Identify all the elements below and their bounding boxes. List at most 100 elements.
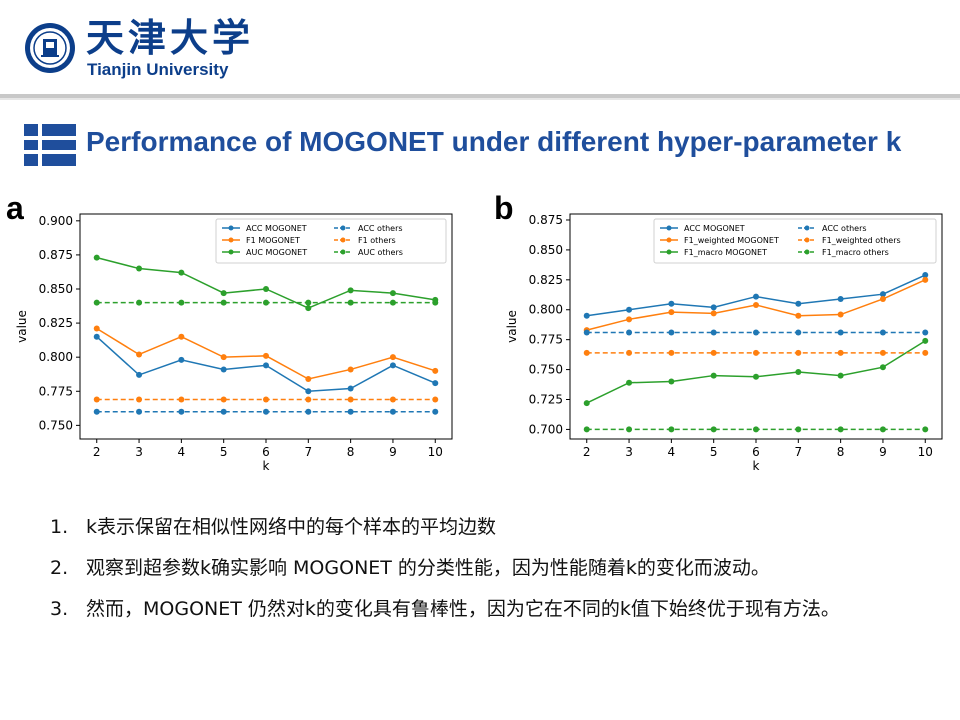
data-point xyxy=(710,426,717,433)
x-tick-label: 9 xyxy=(389,445,397,459)
data-point xyxy=(795,426,802,433)
data-point xyxy=(93,396,100,403)
x-tick-label: 10 xyxy=(918,445,933,459)
bullet-number: 1. xyxy=(50,516,69,538)
legend-marker xyxy=(666,237,672,243)
data-point xyxy=(795,300,802,307)
y-tick-label: 0.800 xyxy=(529,303,563,317)
bullet-text: 然而，MOGONET 仍然对k的变化具有鲁棒性，因为它在不同的k值下始终优于现有… xyxy=(86,598,840,620)
legend-marker xyxy=(228,225,234,231)
legend-label: ACC MOGONET xyxy=(246,224,307,233)
data-point xyxy=(136,265,143,272)
data-point xyxy=(922,272,929,279)
university-seal-icon xyxy=(25,23,75,73)
data-point xyxy=(178,356,185,363)
x-axis-label: k xyxy=(753,459,760,473)
data-point xyxy=(583,400,590,407)
legend-marker xyxy=(666,225,672,231)
x-tick-label: 10 xyxy=(428,445,443,459)
data-point xyxy=(668,300,675,307)
data-point xyxy=(710,310,717,317)
y-tick-label: 0.850 xyxy=(529,243,563,257)
bullet-text: 观察到超参数k确实影响 MOGONET 的分类性能，因为性能随着k的变化而波动。 xyxy=(86,557,770,579)
data-point xyxy=(795,329,802,336)
legend-box xyxy=(215,218,447,264)
data-point xyxy=(93,299,100,306)
data-point xyxy=(136,299,143,306)
bullet-list: 1. k表示保留在相似性网络中的每个样本的平均边数 2. 观察到超参数k确实影响… xyxy=(50,508,950,631)
data-point xyxy=(837,426,844,433)
bullet-text: k表示保留在相似性网络中的每个样本的平均边数 xyxy=(86,516,497,538)
bullet-item: 2. 观察到超参数k确实影响 MOGONET 的分类性能，因为性能随着k的变化而… xyxy=(50,549,950,587)
legend-label: F1_weighted MOGONET xyxy=(684,236,779,245)
bullet-number: 3. xyxy=(50,598,69,620)
header-divider xyxy=(0,94,960,98)
data-point xyxy=(753,426,759,433)
data-point xyxy=(432,367,439,374)
x-tick-label: 7 xyxy=(794,445,802,459)
legend-marker xyxy=(804,225,810,231)
x-tick-label: 2 xyxy=(93,445,101,459)
legend-label: ACC others xyxy=(358,224,403,233)
data-point xyxy=(879,291,886,298)
data-point xyxy=(626,349,633,356)
data-point xyxy=(305,299,312,306)
data-point xyxy=(305,305,312,312)
data-point xyxy=(626,379,633,386)
data-point xyxy=(583,329,590,336)
legend-marker xyxy=(340,237,346,243)
data-point xyxy=(710,329,717,336)
data-point xyxy=(668,309,675,316)
legend-marker xyxy=(228,249,234,255)
data-point xyxy=(837,295,844,302)
x-tick-label: 3 xyxy=(135,445,143,459)
data-point xyxy=(753,329,759,336)
data-point xyxy=(263,286,269,292)
y-tick-label: 0.800 xyxy=(39,350,73,364)
legend-marker xyxy=(804,237,810,243)
data-point xyxy=(263,408,269,415)
y-tick-label: 0.750 xyxy=(39,418,73,432)
x-tick-label: 5 xyxy=(220,445,228,459)
header-bar: 天津大学 Tianjin University xyxy=(0,0,960,95)
legend-marker xyxy=(340,249,346,255)
data-point xyxy=(305,388,312,395)
data-point xyxy=(347,385,354,392)
data-point xyxy=(432,380,439,387)
data-point xyxy=(922,329,929,336)
data-point xyxy=(389,299,396,306)
data-point xyxy=(93,408,100,415)
legend-label: F1 others xyxy=(358,236,396,245)
data-point xyxy=(668,329,675,336)
data-point xyxy=(879,426,886,433)
data-point xyxy=(795,312,802,319)
legend-label: F1_weighted others xyxy=(822,236,901,245)
data-point xyxy=(178,396,185,403)
y-axis-label: value xyxy=(15,310,29,343)
data-point xyxy=(432,299,439,306)
data-point xyxy=(626,306,633,313)
data-point xyxy=(93,254,100,261)
legend-label: F1_macro others xyxy=(822,248,889,257)
data-point xyxy=(178,408,185,415)
x-tick-label: 8 xyxy=(347,445,355,459)
data-point xyxy=(753,349,759,356)
data-point xyxy=(263,299,269,306)
data-point xyxy=(879,295,886,302)
y-tick-label: 0.775 xyxy=(529,333,563,347)
data-point xyxy=(178,269,185,276)
data-point xyxy=(922,337,929,344)
data-point xyxy=(389,354,396,361)
university-name-cn: 天津大学 xyxy=(86,15,255,60)
bullet-item: 1. k表示保留在相似性网络中的每个样本的平均边数 xyxy=(50,508,950,546)
data-point xyxy=(220,354,227,361)
x-axis-label: k xyxy=(263,459,270,473)
data-point xyxy=(583,312,590,319)
data-point xyxy=(263,396,269,403)
bullet-number: 2. xyxy=(50,557,69,579)
x-tick-label: 2 xyxy=(583,445,591,459)
data-point xyxy=(305,408,312,415)
data-point xyxy=(389,362,396,369)
data-point xyxy=(795,349,802,356)
x-tick-label: 3 xyxy=(625,445,633,459)
